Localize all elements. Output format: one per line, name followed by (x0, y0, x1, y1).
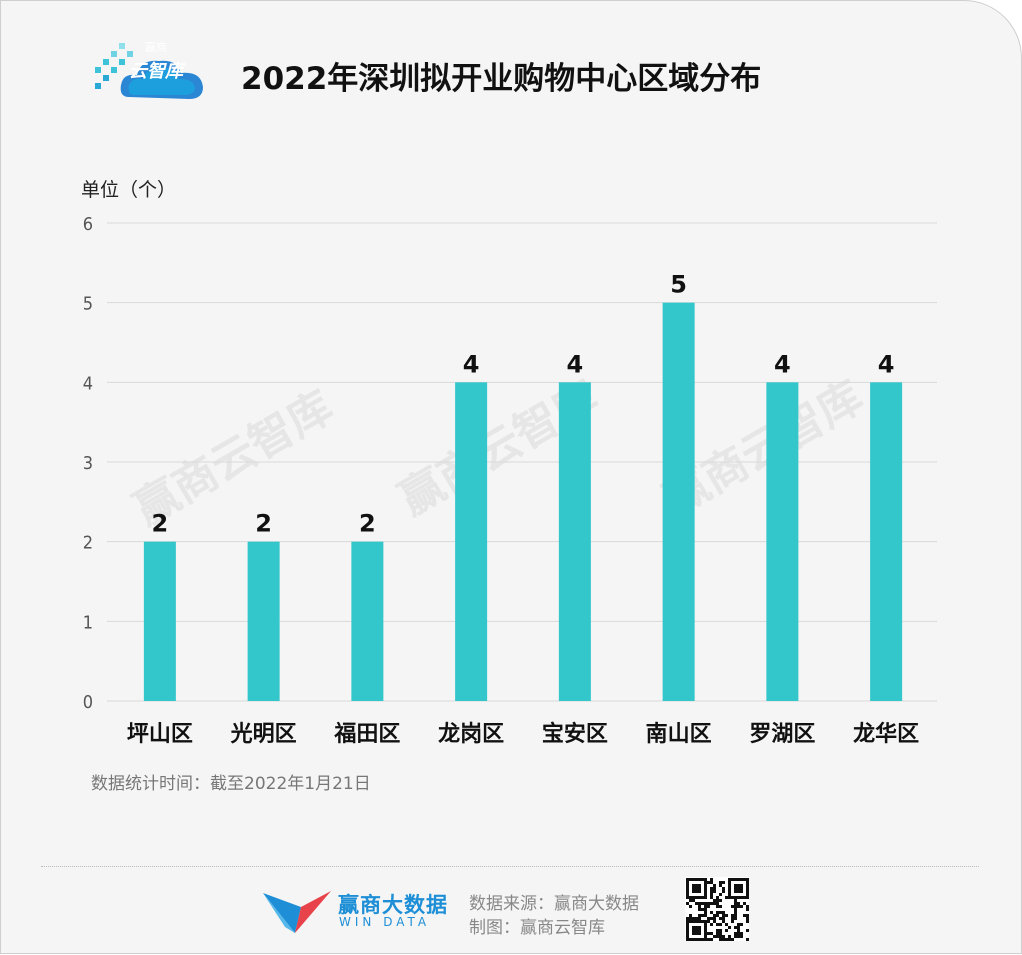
bar (143, 541, 176, 701)
bar-value-label: 2 (152, 510, 169, 538)
bar (455, 382, 488, 701)
footer-divider (41, 866, 979, 867)
y-tick-label: 6 (83, 214, 93, 235)
y-tick-label: 3 (83, 453, 93, 474)
cloud-logo-icon (95, 43, 203, 99)
bar (247, 541, 280, 701)
yunzhiku-logo: 赢商 云智库 (89, 37, 209, 107)
data-source: 数据来源：赢商大数据 (469, 894, 639, 914)
bar-value-label: 2 (255, 510, 272, 538)
y-tick-label: 2 (83, 533, 93, 554)
bar-value-label: 4 (567, 350, 584, 378)
x-category-label: 龙岗区 (438, 722, 504, 747)
data-timestamp-note: 数据统计时间：截至2022年1月21日 (91, 774, 371, 794)
bar-value-label: 5 (670, 271, 687, 299)
bar-value-label: 4 (463, 350, 480, 378)
bar (351, 541, 384, 701)
brand-name-cn: 赢商大数据 (338, 893, 448, 917)
x-category-label: 光明区 (230, 722, 297, 747)
x-category-label: 坪山区 (127, 722, 193, 747)
qr-code-icon (685, 877, 749, 941)
y-tick-label: 1 (83, 612, 93, 633)
x-category-label: 南山区 (646, 722, 712, 747)
logo-main-text: 云智库 (129, 61, 183, 82)
chart-title: 2022年深圳拟开业购物中心区域分布 (241, 61, 762, 97)
x-category-label: 宝安区 (542, 721, 608, 747)
x-category-label: 龙华区 (853, 721, 919, 747)
bar (558, 382, 591, 701)
bar-value-label: 4 (774, 350, 791, 378)
y-tick-label: 4 (83, 373, 93, 394)
chart-maker: 制图：赢商云智库 (469, 918, 605, 938)
x-category-label: 福田区 (333, 722, 400, 747)
bar (870, 382, 903, 701)
brand-name-en: WIN DATA (339, 915, 431, 929)
logo-top-text: 赢商 (145, 41, 167, 54)
bar (766, 382, 799, 701)
y-tick-label: 0 (83, 692, 93, 713)
bar-value-label: 4 (878, 350, 895, 378)
x-category-label: 罗湖区 (749, 722, 815, 747)
y-tick-label: 5 (83, 294, 93, 315)
bar (662, 302, 695, 701)
y-axis-unit-label: 单位（个） (81, 179, 177, 201)
windata-logo-icon (261, 887, 335, 935)
bar-value-label: 2 (359, 510, 376, 538)
